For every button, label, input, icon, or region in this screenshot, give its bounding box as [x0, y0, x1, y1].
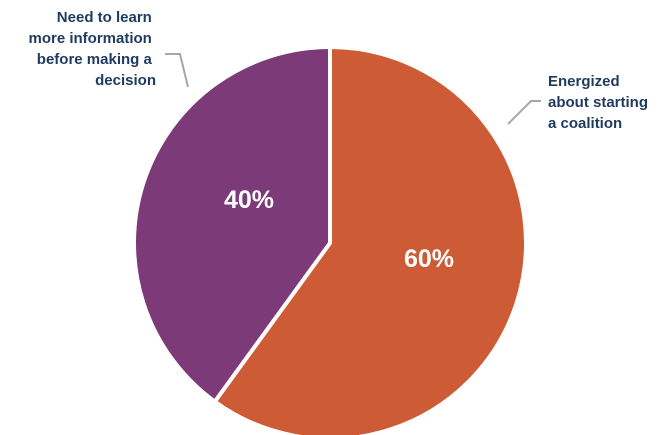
value-label-need-more-info: 40% — [224, 186, 274, 214]
category-label-need-more-info: Need to learn more information before ma… — [28, 9, 156, 89]
pie-slice-need-more-info — [131, 44, 332, 405]
value-labels: 60% 40% — [224, 186, 454, 273]
leader-lines — [165, 53, 541, 125]
leader-line-energized — [507, 100, 541, 125]
value-label-energized: 60% — [404, 245, 454, 273]
leader-line-need-more-info — [165, 53, 189, 88]
pie-slice-energized — [211, 44, 528, 435]
pie-slices — [131, 44, 528, 435]
category-labels: Energized about starting a coalition Nee… — [28, 9, 652, 132]
category-label-energized: Energized about starting a coalition — [548, 73, 652, 132]
